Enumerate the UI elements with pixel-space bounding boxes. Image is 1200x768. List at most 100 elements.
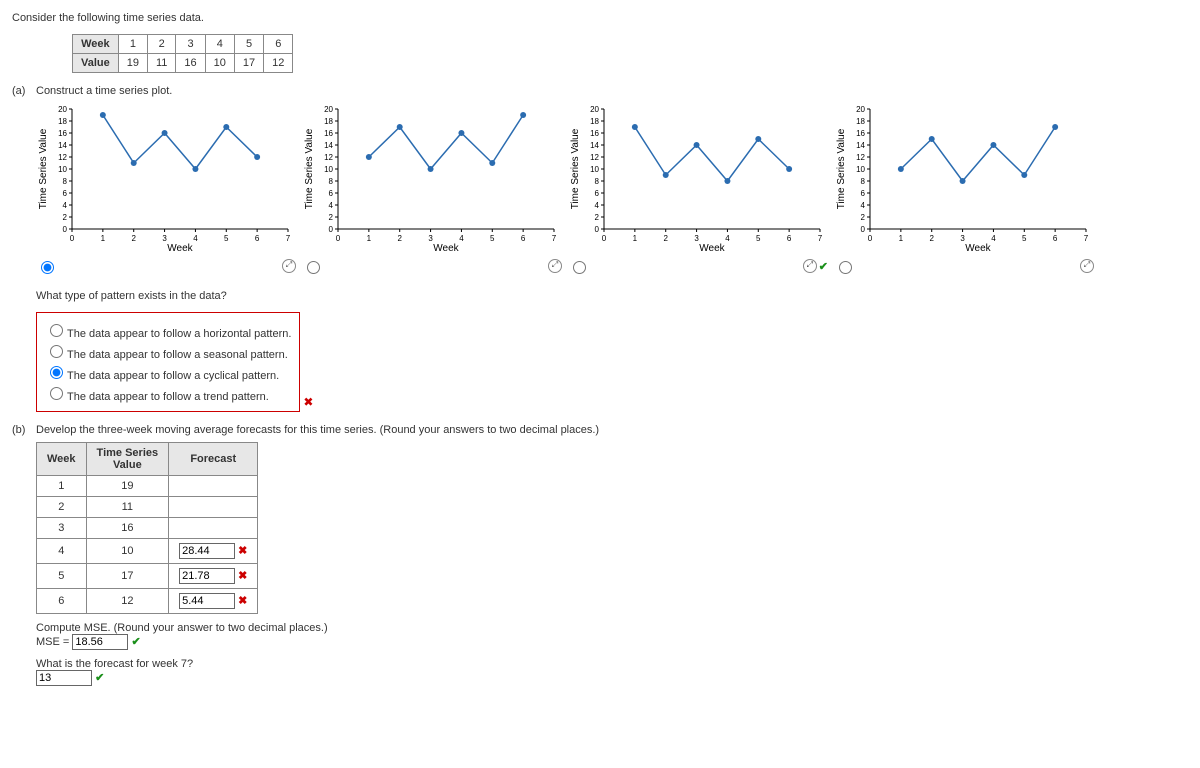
svg-text:14: 14 xyxy=(856,141,865,150)
svg-text:6: 6 xyxy=(329,189,334,198)
svg-text:3: 3 xyxy=(694,234,699,243)
part-b-text: Develop the three-week moving average fo… xyxy=(36,424,1188,436)
dt-head-value: Value xyxy=(73,54,119,73)
svg-text:0: 0 xyxy=(868,234,873,243)
svg-text:3: 3 xyxy=(960,234,965,243)
fc-week: 4 xyxy=(37,539,87,564)
svg-text:4: 4 xyxy=(725,234,730,243)
svg-text:6: 6 xyxy=(521,234,526,243)
forecast-input[interactable] xyxy=(179,568,235,584)
svg-text:6: 6 xyxy=(861,189,866,198)
svg-text:8: 8 xyxy=(861,177,866,186)
dt-head-week: Week xyxy=(73,35,119,54)
svg-text:Time Series Value: Time Series Value xyxy=(38,128,49,209)
svg-text:7: 7 xyxy=(552,234,557,243)
dt-week: 6 xyxy=(264,35,293,54)
pattern-radio[interactable] xyxy=(50,345,63,358)
chart-1: 0246810121416182001234567Time Series Val… xyxy=(302,103,562,253)
dt-value: 16 xyxy=(176,54,205,73)
fc-week: 5 xyxy=(37,564,87,589)
fc-week: 6 xyxy=(37,589,87,614)
zoom-icon[interactable]: ⤢ xyxy=(803,259,817,273)
svg-text:8: 8 xyxy=(595,177,600,186)
svg-text:0: 0 xyxy=(861,225,866,234)
svg-text:8: 8 xyxy=(329,177,334,186)
svg-text:10: 10 xyxy=(58,165,67,174)
forecast-input[interactable] xyxy=(179,543,235,559)
pattern-option[interactable]: The data appear to follow a cyclical pat… xyxy=(45,363,291,382)
chart-0: 0246810121416182001234567Time Series Val… xyxy=(36,103,296,253)
pattern-question: What type of pattern exists in the data? xyxy=(36,290,1188,302)
svg-text:1: 1 xyxy=(633,234,638,243)
svg-text:Week: Week xyxy=(433,243,459,253)
zoom-icon[interactable]: ⤢ xyxy=(548,259,562,273)
svg-text:10: 10 xyxy=(856,165,865,174)
wk7-text: What is the forecast for week 7? xyxy=(36,658,1188,670)
fc-head: Time SeriesValue xyxy=(86,443,169,476)
mse-input[interactable] xyxy=(72,634,128,650)
part-a-label: (a) xyxy=(12,85,36,412)
svg-text:4: 4 xyxy=(63,201,68,210)
svg-text:12: 12 xyxy=(590,153,599,162)
svg-text:0: 0 xyxy=(336,234,341,243)
chart-radio-3[interactable] xyxy=(839,261,852,274)
check-icon: ✔ xyxy=(95,672,104,684)
svg-text:10: 10 xyxy=(324,165,333,174)
pattern-option[interactable]: The data appear to follow a seasonal pat… xyxy=(45,342,291,361)
pattern-radio[interactable] xyxy=(50,324,63,337)
dt-value: 19 xyxy=(118,54,147,73)
chart-radio-1[interactable] xyxy=(307,261,320,274)
svg-text:2: 2 xyxy=(397,234,402,243)
svg-text:0: 0 xyxy=(70,234,75,243)
fc-value: 17 xyxy=(86,564,169,589)
forecast-input[interactable] xyxy=(179,593,235,609)
wk7-input[interactable] xyxy=(36,670,92,686)
pattern-radio[interactable] xyxy=(50,387,63,400)
svg-text:14: 14 xyxy=(324,141,333,150)
svg-text:8: 8 xyxy=(63,177,68,186)
check-icon: ✔ xyxy=(131,636,140,648)
svg-text:Week: Week xyxy=(167,243,193,253)
pattern-option[interactable]: The data appear to follow a trend patter… xyxy=(45,384,291,403)
fc-head: Forecast xyxy=(169,443,258,476)
svg-text:5: 5 xyxy=(490,234,495,243)
cross-icon: ✖ xyxy=(235,570,247,582)
fc-head: Week xyxy=(37,443,87,476)
svg-text:2: 2 xyxy=(929,234,934,243)
svg-text:16: 16 xyxy=(590,129,599,138)
fc-week: 1 xyxy=(37,476,87,497)
part-a-text: Construct a time series plot. xyxy=(36,85,1188,97)
zoom-icon[interactable]: ⤢ xyxy=(1080,259,1094,273)
svg-text:0: 0 xyxy=(63,225,68,234)
dt-value: 11 xyxy=(148,54,176,73)
fc-value: 16 xyxy=(86,518,169,539)
chart-radio-2[interactable] xyxy=(573,261,586,274)
svg-text:0: 0 xyxy=(329,225,334,234)
pattern-radio[interactable] xyxy=(50,366,63,379)
svg-text:18: 18 xyxy=(856,117,865,126)
svg-text:Time Series Value: Time Series Value xyxy=(836,128,847,209)
svg-text:14: 14 xyxy=(58,141,67,150)
svg-text:4: 4 xyxy=(193,234,198,243)
chart-radio-0[interactable] xyxy=(41,261,54,274)
svg-text:18: 18 xyxy=(324,117,333,126)
zoom-icon[interactable]: ⤢ xyxy=(282,259,296,273)
svg-text:20: 20 xyxy=(324,105,333,114)
pattern-option[interactable]: The data appear to follow a horizontal p… xyxy=(45,321,291,340)
svg-text:10: 10 xyxy=(590,165,599,174)
svg-text:6: 6 xyxy=(787,234,792,243)
svg-text:4: 4 xyxy=(991,234,996,243)
dt-week: 2 xyxy=(148,35,176,54)
check-icon: ✔ xyxy=(819,260,828,273)
mse-text: Compute MSE. (Round your answer to two d… xyxy=(36,622,1188,634)
svg-text:2: 2 xyxy=(595,213,600,222)
svg-text:14: 14 xyxy=(590,141,599,150)
dt-week: 5 xyxy=(234,35,263,54)
svg-text:7: 7 xyxy=(286,234,291,243)
svg-text:20: 20 xyxy=(58,105,67,114)
fc-week: 3 xyxy=(37,518,87,539)
svg-text:5: 5 xyxy=(224,234,229,243)
svg-text:Week: Week xyxy=(965,243,991,253)
chart-3: 0246810121416182001234567Time Series Val… xyxy=(834,103,1094,253)
svg-text:2: 2 xyxy=(329,213,334,222)
